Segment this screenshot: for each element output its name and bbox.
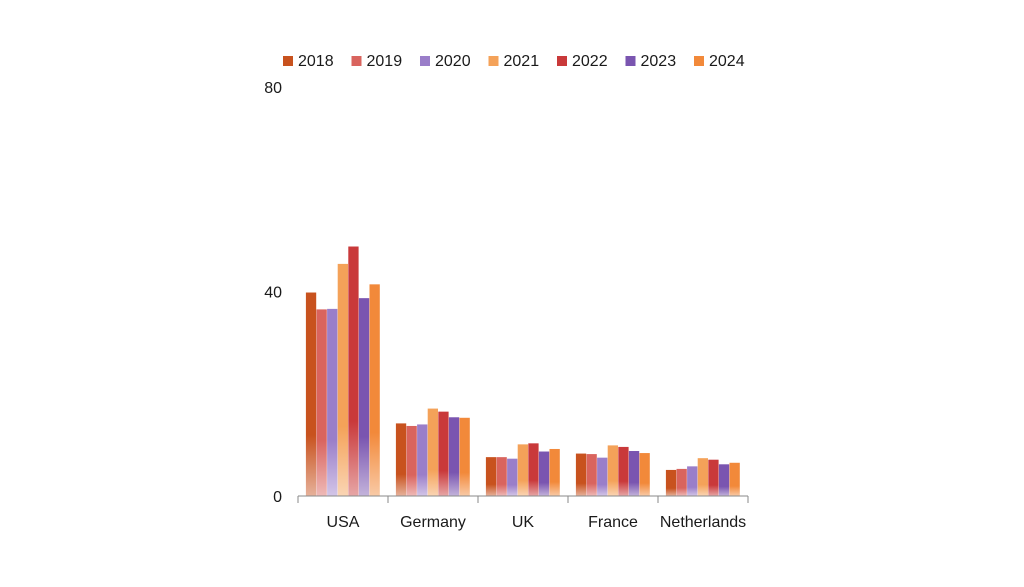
bar-uk-2019	[496, 457, 507, 496]
legend-swatch-2019	[351, 56, 362, 66]
bar-france-2018	[575, 453, 587, 496]
bar-netherlands-2023	[718, 464, 730, 496]
bar-germany-2024	[459, 417, 470, 496]
legend-swatch-2020	[420, 56, 430, 66]
legend-label-2023: 2023	[641, 53, 677, 70]
bar-netherlands-2024	[729, 462, 740, 496]
bar-usa-2018	[305, 292, 317, 496]
bar-france-2022	[618, 446, 629, 496]
x-axis: USA Germany UK France Netherlands	[297, 495, 749, 531]
bar-usa-2024	[369, 284, 380, 496]
bar-netherlands-2019	[676, 468, 687, 496]
bar-germany-2019	[406, 425, 417, 496]
legend-label-2019: 2019	[367, 53, 403, 70]
bar-germany-2020	[417, 424, 428, 496]
bar-germany-2018	[395, 423, 407, 496]
x-category-label: France	[588, 514, 638, 531]
bar-france-2023	[628, 451, 640, 496]
bar-netherlands-2018	[665, 469, 677, 496]
legend-swatch-2021	[488, 56, 499, 66]
bar-uk-2021	[517, 444, 528, 496]
legend-swatch-2023	[625, 56, 636, 66]
bar-germany-2023	[448, 417, 460, 496]
bar-uk-2020	[507, 458, 518, 496]
bar-netherlands-2022	[708, 459, 719, 496]
y-axis: 0 40 80	[264, 80, 282, 506]
x-category-label: USA	[327, 514, 360, 531]
bar-uk-2024	[549, 448, 560, 496]
legend-label-2021: 2021	[504, 53, 540, 70]
x-category-label: Germany	[400, 514, 466, 531]
legend-swatch-2024	[694, 56, 704, 66]
legend-swatch-2022	[557, 56, 567, 66]
y-tick-label: 40	[264, 285, 282, 302]
bar-france-2019	[586, 454, 597, 496]
bar-netherlands-2021	[697, 458, 708, 496]
bar-germany-2022	[438, 411, 449, 496]
x-category-label: Netherlands	[660, 514, 746, 531]
bar-usa-2022	[348, 246, 359, 496]
bar-uk-2023	[538, 451, 550, 496]
bar-germany-2021	[427, 408, 438, 496]
y-tick-label: 80	[264, 80, 282, 97]
bar-uk-2022	[528, 443, 539, 496]
legend-label-2022: 2022	[572, 53, 608, 70]
legend-label-2020: 2020	[435, 53, 471, 70]
bar-netherlands-2020	[687, 466, 698, 496]
legend-label-2018: 2018	[298, 53, 334, 70]
legend-label-2024: 2024	[709, 53, 745, 70]
bar-usa-2021	[337, 263, 348, 496]
bar-uk-2018	[485, 457, 497, 496]
x-category-label: UK	[512, 514, 535, 531]
bars	[305, 246, 740, 496]
legend-swatch-2018	[283, 56, 293, 66]
bar-france-2020	[597, 457, 608, 496]
bar-france-2021	[607, 445, 618, 496]
y-tick-label: 0	[273, 489, 282, 506]
bar-usa-2019	[316, 309, 327, 496]
bar-usa-2020	[327, 308, 338, 496]
bar-usa-2023	[358, 298, 370, 496]
bar-france-2024	[639, 453, 650, 496]
legend: 2018 2019 2020 2021 2022 2023 2024	[283, 53, 745, 70]
